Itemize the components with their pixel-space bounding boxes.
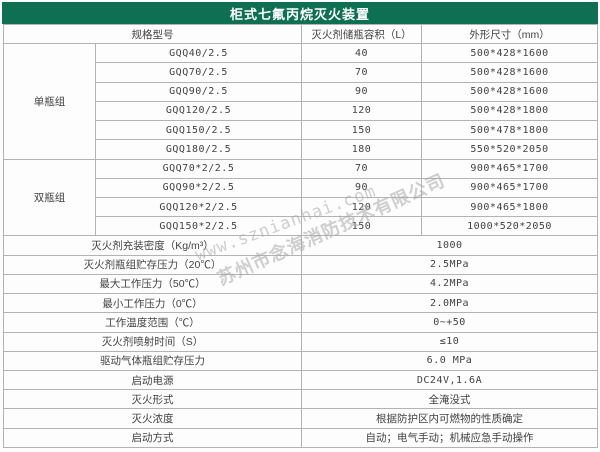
spec-label-cell: 最大工作压力（50℃） xyxy=(3,273,302,295)
spec-value-cell: 2.0MPa xyxy=(301,293,598,314)
table-row: GQQ120/2.5 120 500*428*1800 xyxy=(4,100,598,122)
model-cell: GQQ180/2.5 xyxy=(95,139,302,160)
volume-cell: 90 xyxy=(301,81,422,102)
volume-cell: 90 xyxy=(301,177,422,198)
spec-row: 灭火剂充装密度（Kg/m³） 1000 xyxy=(3,235,598,256)
spec-row: 灭火剂瓶组贮存压力（20℃） 2.5MPa xyxy=(3,254,598,275)
model-cell: GQQ70*2/2.5 xyxy=(95,158,302,179)
spec-value-cell: 全淹没式 xyxy=(301,389,598,410)
dims-cell: 500*428*1600 xyxy=(421,81,598,102)
spec-value-cell: 0~+50 xyxy=(301,312,598,333)
volume-cell: 120 xyxy=(301,100,422,122)
model-cell: GQQ70/2.5 xyxy=(95,62,302,83)
spec-row: 灭火剂喷射时间（S） ≤10 xyxy=(3,331,598,352)
volume-cell: 150 xyxy=(301,120,422,141)
volume-cell: 150 xyxy=(301,216,422,237)
spec-label-cell: 灭火形式 xyxy=(3,389,302,410)
spec-row: 最小工作压力（0℃） 2.0MPa xyxy=(3,293,598,314)
model-cell: GQQ120/2.5 xyxy=(95,100,302,122)
model-cell: GQQ90*2/2.5 xyxy=(95,177,302,198)
spec-row: 灭火浓度 根据防护区内可燃物的性质确定 xyxy=(3,408,598,429)
volume-cell: 40 xyxy=(301,43,422,64)
spec-label-cell: 启动方式 xyxy=(3,427,302,449)
spec-value-cell: 2.5MPa xyxy=(301,254,598,275)
model-cell: GQQ40/2.5 xyxy=(95,43,302,64)
spec-value-cell: 4.2MPa xyxy=(301,273,598,295)
table-row: GQQ150*2/2.5 150 1000*520*2050 xyxy=(4,216,598,237)
spec-value-cell: 根据防护区内可燃物的性质确定 xyxy=(301,408,598,429)
spec-value-cell: 6.0 MPa xyxy=(301,350,598,371)
spec-value-cell: ≤10 xyxy=(301,331,598,352)
volume-cell: 70 xyxy=(301,158,422,179)
dims-cell: 500*428*1600 xyxy=(421,43,598,64)
volume-cell: 70 xyxy=(301,62,422,83)
spec-row: 驱动气体瓶组贮存压力 6.0 MPa xyxy=(3,350,598,371)
spec-label-cell: 启动电源 xyxy=(3,369,302,391)
spec-label-cell: 灭火浓度 xyxy=(3,408,302,429)
dims-cell: 900*465*1700 xyxy=(421,177,598,198)
table-row: GQQ70/2.5 70 500*428*1600 xyxy=(4,62,598,83)
table-row: GQQ150/2.5 150 500*478*1800 xyxy=(4,120,598,141)
spec-row: 灭火形式 全淹没式 xyxy=(3,389,598,410)
title-bar: 柜式七氟丙烷灭火装置 xyxy=(2,2,598,24)
dims-cell: 550*520*2050 xyxy=(421,139,598,160)
dims-cell: 900*465*1800 xyxy=(421,196,598,218)
header-volume: 灭火剂储瓶容积（L） xyxy=(301,23,422,45)
header-spec-model: 规格型号 xyxy=(3,23,302,45)
spec-value-cell: DC24V,1.6A xyxy=(301,369,598,391)
header-dimensions: 外形尺寸（mm） xyxy=(421,23,598,45)
model-cell: GQQ150*2/2.5 xyxy=(95,216,302,237)
table-row: 单瓶组 GQQ40/2.5 40 500*428*1600 xyxy=(3,43,598,160)
dims-cell: 500*428*1800 xyxy=(421,100,598,122)
page-title: 柜式七氟丙烷灭火装置 xyxy=(229,6,370,22)
dims-cell: 1000*520*2050 xyxy=(421,216,598,237)
spec-label-cell: 最小工作压力（0℃） xyxy=(3,293,302,314)
group-cell-single: 单瓶组 xyxy=(3,43,96,160)
spec-row: 工作温度范围（℃） 0~+50 xyxy=(3,312,598,333)
dims-cell: 500*478*1800 xyxy=(421,120,598,141)
dims-cell: 500*428*1600 xyxy=(421,62,598,83)
dims-cell: 900*465*1700 xyxy=(421,158,598,179)
spec-label-cell: 灭火剂喷射时间（S） xyxy=(3,331,302,352)
spec-label-cell: 灭火剂瓶组贮存压力（20℃） xyxy=(3,254,302,275)
volume-cell: 180 xyxy=(301,139,422,160)
spec-label-cell: 工作温度范围（℃） xyxy=(3,312,302,333)
model-cell: GQQ90/2.5 xyxy=(95,81,302,102)
spec-value-cell: 1000 xyxy=(301,235,598,256)
spec-value-cell: 自动；电气手动；机械应急手动操作 xyxy=(301,427,598,449)
table-row: GQQ90*2/2.5 90 900*465*1700 xyxy=(4,177,598,198)
spec-label-cell: 灭火剂充装密度（Kg/m³） xyxy=(3,235,302,256)
spec-table: 规格型号 灭火剂储瓶容积（L） 外形尺寸（mm） 单瓶组 GQQ40/2.5 4… xyxy=(3,23,598,449)
group-cell-double: 双瓶组 xyxy=(3,158,96,237)
table-header-row: 规格型号 灭火剂储瓶容积（L） 外形尺寸（mm） xyxy=(3,23,598,45)
spec-row: 最大工作压力（50℃） 4.2MPa xyxy=(3,273,598,295)
spec-label-cell: 驱动气体瓶组贮存压力 xyxy=(3,350,302,371)
table-row: 双瓶组 GQQ70*2/2.5 70 900*465*1700 xyxy=(3,158,598,237)
model-cell: GQQ150/2.5 xyxy=(95,120,302,141)
spec-row: 启动方式 自动；电气手动；机械应急手动操作 xyxy=(3,427,598,449)
table-row: GQQ120*2/2.5 120 900*465*1800 xyxy=(4,196,598,218)
model-cell: GQQ120*2/2.5 xyxy=(95,196,302,218)
spec-row: 启动电源 DC24V,1.6A xyxy=(3,369,598,391)
volume-cell: 120 xyxy=(301,196,422,218)
